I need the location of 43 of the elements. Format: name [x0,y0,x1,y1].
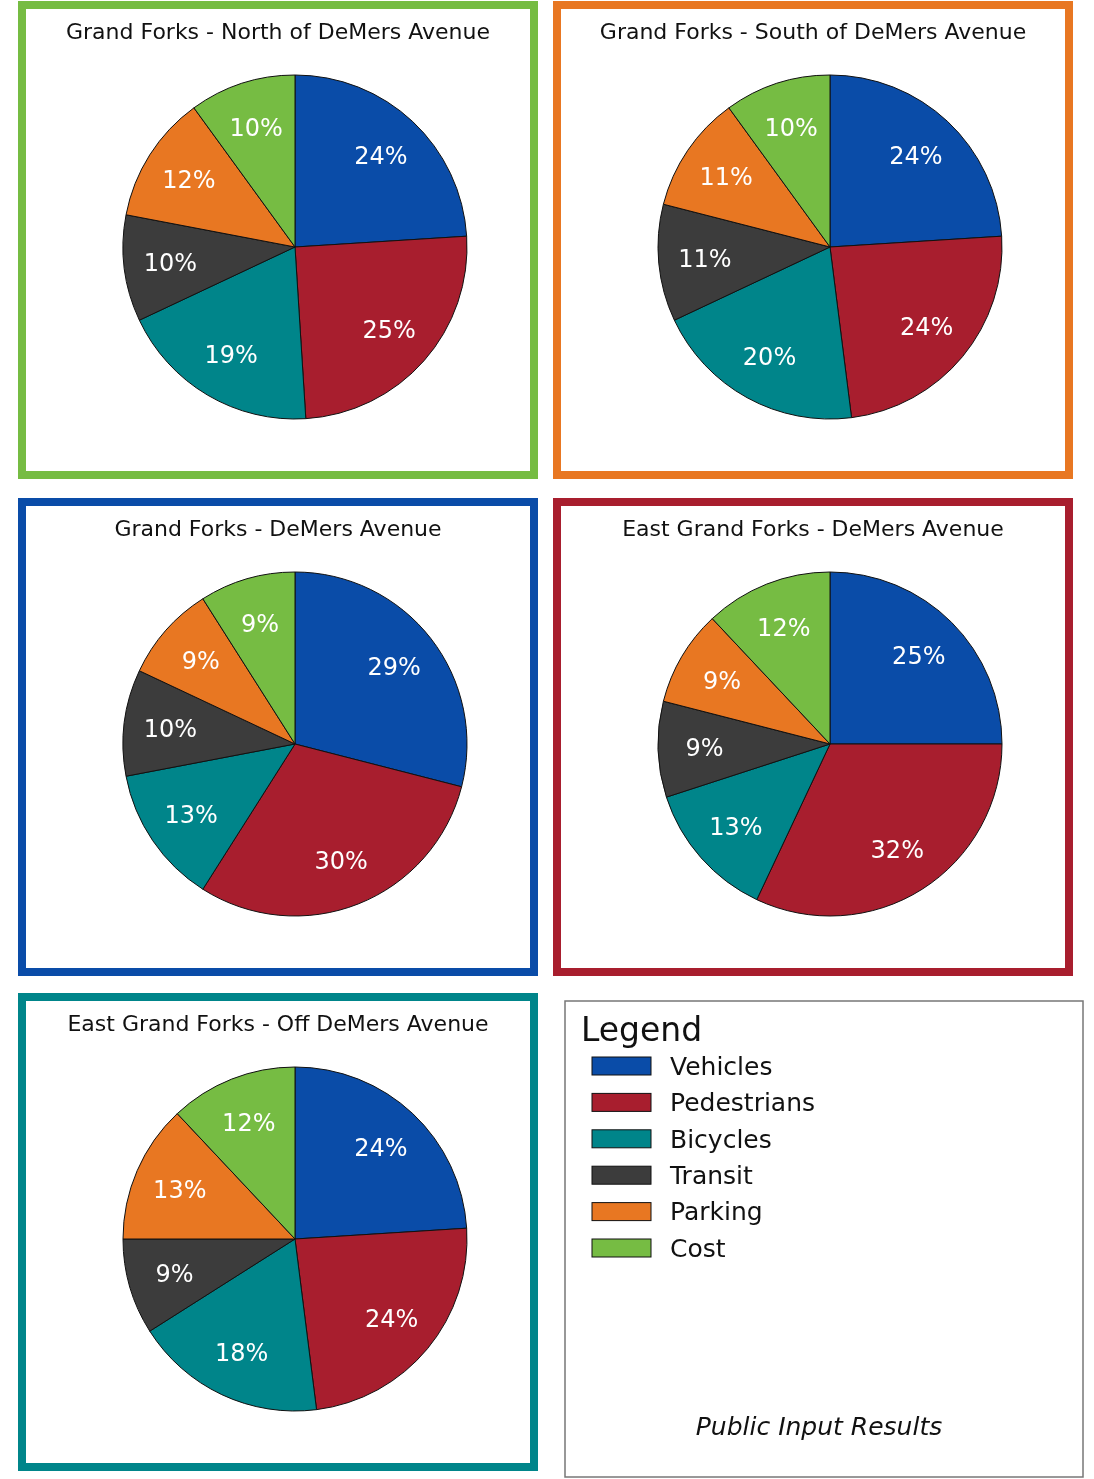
data-label: 24% [354,141,408,170]
legend-label: Parking [670,1197,763,1227]
data-label: 24% [354,1133,408,1162]
data-label: 11% [678,245,732,274]
data-label: 13% [709,813,763,842]
legend-label: Bicycles [670,1124,772,1154]
data-label: 9% [702,666,741,695]
data-label: 12% [222,1108,276,1137]
chart-title: Grand Forks - DeMers Avenue [114,516,442,541]
legend-title: Legend [581,1010,703,1049]
data-label: 10% [143,249,198,278]
data-label: 29% [367,653,421,682]
data-label: 10% [229,113,283,142]
legend-label: Cost [670,1233,726,1263]
data-label: 13% [153,1175,207,1204]
data-label: 10% [143,714,198,743]
data-label: 9% [240,609,280,638]
data-label: 30% [314,847,368,876]
data-label: 12% [757,613,811,642]
data-label: 19% [204,341,258,370]
data-label: 9% [181,647,220,676]
data-label: 25% [892,641,946,670]
data-label: 11% [699,162,753,191]
data-label: 24% [365,1305,419,1334]
chart-title: Grand Forks - South of DeMers Avenue [599,19,1027,44]
data-label: 18% [214,1339,269,1368]
chart-title: East Grand Forks - DeMers Avenue [622,516,1004,541]
legend-label: Vehicles [670,1051,773,1081]
chart-title: Grand Forks - North of DeMers Avenue [66,19,490,44]
data-label: 24% [900,313,954,342]
text: Public Input Results [695,1412,943,1441]
data-label: 20% [742,343,797,372]
data-label: 32% [870,836,924,865]
data-label: 10% [764,113,818,142]
legend-label: Pedestrians [670,1088,816,1118]
data-label: 24% [889,141,943,170]
data-label: 13% [164,800,218,829]
data-label: 12% [162,166,216,195]
data-label: 25% [362,316,416,345]
data-label: 9% [155,1260,194,1289]
legend-label: Transit [669,1160,754,1190]
chart-title: East Grand Forks - Off DeMers Avenue [67,1011,489,1036]
data-label: 9% [685,734,724,763]
